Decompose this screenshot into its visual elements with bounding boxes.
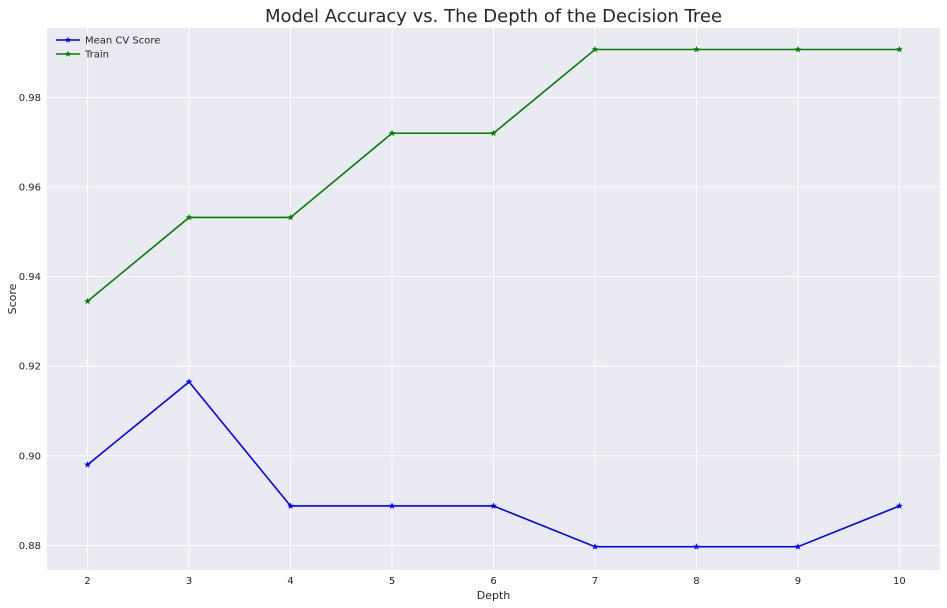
series-group — [84, 45, 903, 550]
data-point — [84, 297, 92, 305]
x-tick-label: 8 — [693, 576, 699, 587]
y-tick-label: 0.94 — [19, 272, 41, 283]
data-point — [287, 213, 294, 221]
data-point — [490, 129, 497, 137]
x-tick-label: 3 — [186, 576, 192, 587]
x-tick-label: 5 — [389, 576, 395, 587]
data-point — [591, 543, 599, 550]
x-tick-label: 4 — [287, 576, 293, 587]
legend-swatch-marker — [64, 36, 72, 43]
y-axis-ticks: 0.88 0.90 0.92 0.94 0.96 0.98 — [19, 93, 41, 552]
data-point — [490, 502, 497, 509]
x-axis-label: Depth — [477, 589, 511, 602]
y-tick-label: 0.96 — [19, 183, 41, 194]
data-point — [794, 45, 802, 53]
legend: Mean CV Score Train — [56, 36, 160, 61]
data-point — [693, 45, 700, 53]
y-tick-label: 0.90 — [19, 451, 41, 462]
x-tick-label: 7 — [592, 576, 598, 587]
y-tick-label: 0.98 — [19, 93, 41, 104]
x-tick-label: 6 — [490, 576, 496, 587]
data-point — [185, 213, 193, 221]
series-train — [84, 45, 903, 305]
x-axis-ticks: 2 3 4 5 6 7 8 9 10 — [84, 576, 905, 587]
y-tick-label: 0.88 — [19, 541, 41, 552]
x-tick-label: 9 — [795, 576, 801, 587]
y-axis-label: Score — [6, 283, 19, 314]
data-point — [693, 543, 700, 550]
legend-label: Train — [84, 50, 109, 61]
x-tick-label: 2 — [84, 576, 90, 587]
data-point — [287, 502, 294, 509]
legend-item: Mean CV Score — [56, 36, 160, 47]
legend-item: Train — [56, 50, 109, 61]
chart-title: Model Accuracy vs. The Depth of the Deci… — [265, 6, 722, 27]
data-point — [388, 129, 396, 137]
data-point — [895, 45, 903, 53]
legend-swatch-marker — [64, 50, 72, 57]
data-point — [388, 502, 396, 509]
x-tick-label: 10 — [893, 576, 906, 587]
legend-label: Mean CV Score — [85, 36, 160, 47]
data-point — [794, 543, 802, 550]
y-tick-label: 0.92 — [19, 362, 41, 373]
data-point — [895, 502, 903, 509]
data-point — [84, 461, 92, 468]
data-point — [185, 378, 193, 385]
grid — [47, 28, 940, 570]
series-mean-cv-score — [84, 378, 903, 550]
data-point — [591, 45, 599, 53]
